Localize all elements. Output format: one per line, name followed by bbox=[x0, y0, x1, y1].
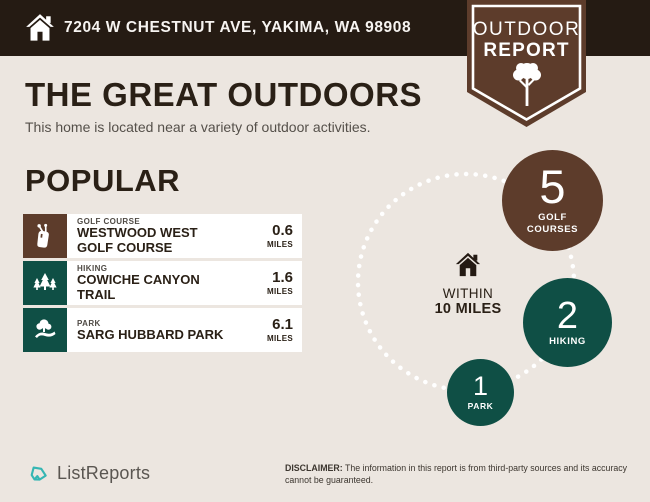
category-label: GOLF COURSE bbox=[77, 217, 141, 227]
golf-courses-label: GOLF COURSES bbox=[526, 212, 579, 236]
list-item-text: HIKING COWICHE CANYON TRAIL bbox=[67, 261, 235, 305]
distance-value: 0.6 bbox=[272, 222, 293, 239]
home-icon bbox=[26, 14, 54, 41]
disclaimer-text: DISCLAIMER: The information in this repo… bbox=[285, 462, 641, 487]
disclaimer-body: The information in this report is from t… bbox=[285, 463, 628, 486]
property-address: 7204 W CHESTNUT AVE, YAKIMA, WA 98908 bbox=[64, 19, 412, 36]
list-item-golf-course: GOLF COURSE WESTWOOD WEST GOLF COURSE 0.… bbox=[23, 214, 302, 258]
golf-courses-count: 5 bbox=[539, 159, 566, 213]
park-label: PARK bbox=[467, 400, 494, 411]
radius-center: WITHIN 10 MILES bbox=[418, 251, 518, 317]
disclaimer-label: DISCLAIMER: bbox=[285, 463, 343, 473]
tree-icon bbox=[513, 63, 541, 106]
badge-title-line2: REPORT bbox=[483, 40, 570, 61]
place-name: WESTWOOD WEST GOLF COURSE bbox=[77, 225, 198, 255]
distance: 0.6 MILES bbox=[235, 214, 302, 258]
distance-unit: MILES bbox=[267, 287, 293, 296]
distance-unit: MILES bbox=[267, 334, 293, 343]
popular-heading: POPULAR bbox=[25, 163, 181, 198]
category-label: HIKING bbox=[77, 264, 108, 274]
park-count: 1 bbox=[472, 370, 489, 401]
list-item-hiking: HIKING COWICHE CANYON TRAIL 1.6 MILES bbox=[23, 261, 302, 305]
count-bubble-park: 1 PARK bbox=[447, 359, 514, 426]
distance-value: 6.1 bbox=[272, 316, 293, 333]
listreports-house-icon bbox=[30, 466, 47, 481]
brand-name: ListReports bbox=[57, 463, 151, 483]
badge-title-line1: OUTDOOR bbox=[472, 19, 581, 40]
count-bubble-golf-courses: 5 GOLF COURSES bbox=[502, 150, 603, 251]
within-label: WITHIN bbox=[442, 286, 494, 301]
page-subtitle: This home is located near a variety of o… bbox=[25, 119, 371, 135]
list-item-park: PARK SARG HUBBARD PARK 6.1 MILES bbox=[23, 308, 302, 352]
hiking-count: 2 bbox=[556, 294, 579, 337]
park-tree-icon bbox=[23, 308, 67, 352]
category-label: PARK bbox=[77, 318, 101, 328]
golf-bag-icon bbox=[23, 214, 67, 258]
home-icon bbox=[455, 252, 481, 277]
radius-distance-label: 10 MILES bbox=[434, 301, 502, 317]
place-name: COWICHE CANYON TRAIL bbox=[77, 272, 200, 302]
popular-list: GOLF COURSE WESTWOOD WEST GOLF COURSE 0.… bbox=[23, 214, 302, 355]
page-title: THE GREAT OUTDOORS bbox=[25, 76, 423, 113]
list-item-text: GOLF COURSE WESTWOOD WEST GOLF COURSE bbox=[67, 214, 235, 258]
hiking-label: HIKING bbox=[549, 335, 586, 347]
distance-unit: MILES bbox=[267, 240, 293, 249]
list-item-text: PARK SARG HUBBARD PARK bbox=[67, 308, 235, 352]
count-bubble-hiking: 2 HIKING bbox=[523, 278, 612, 367]
listreports-logo: ListReports bbox=[25, 461, 150, 486]
distance-value: 1.6 bbox=[272, 269, 293, 286]
distance: 6.1 MILES bbox=[235, 308, 302, 352]
outdoor-report-badge: OUTDOOR REPORT bbox=[467, 0, 586, 128]
evergreen-trees-icon bbox=[23, 261, 67, 305]
place-name: SARG HUBBARD PARK bbox=[77, 326, 224, 342]
distance: 1.6 MILES bbox=[235, 261, 302, 305]
